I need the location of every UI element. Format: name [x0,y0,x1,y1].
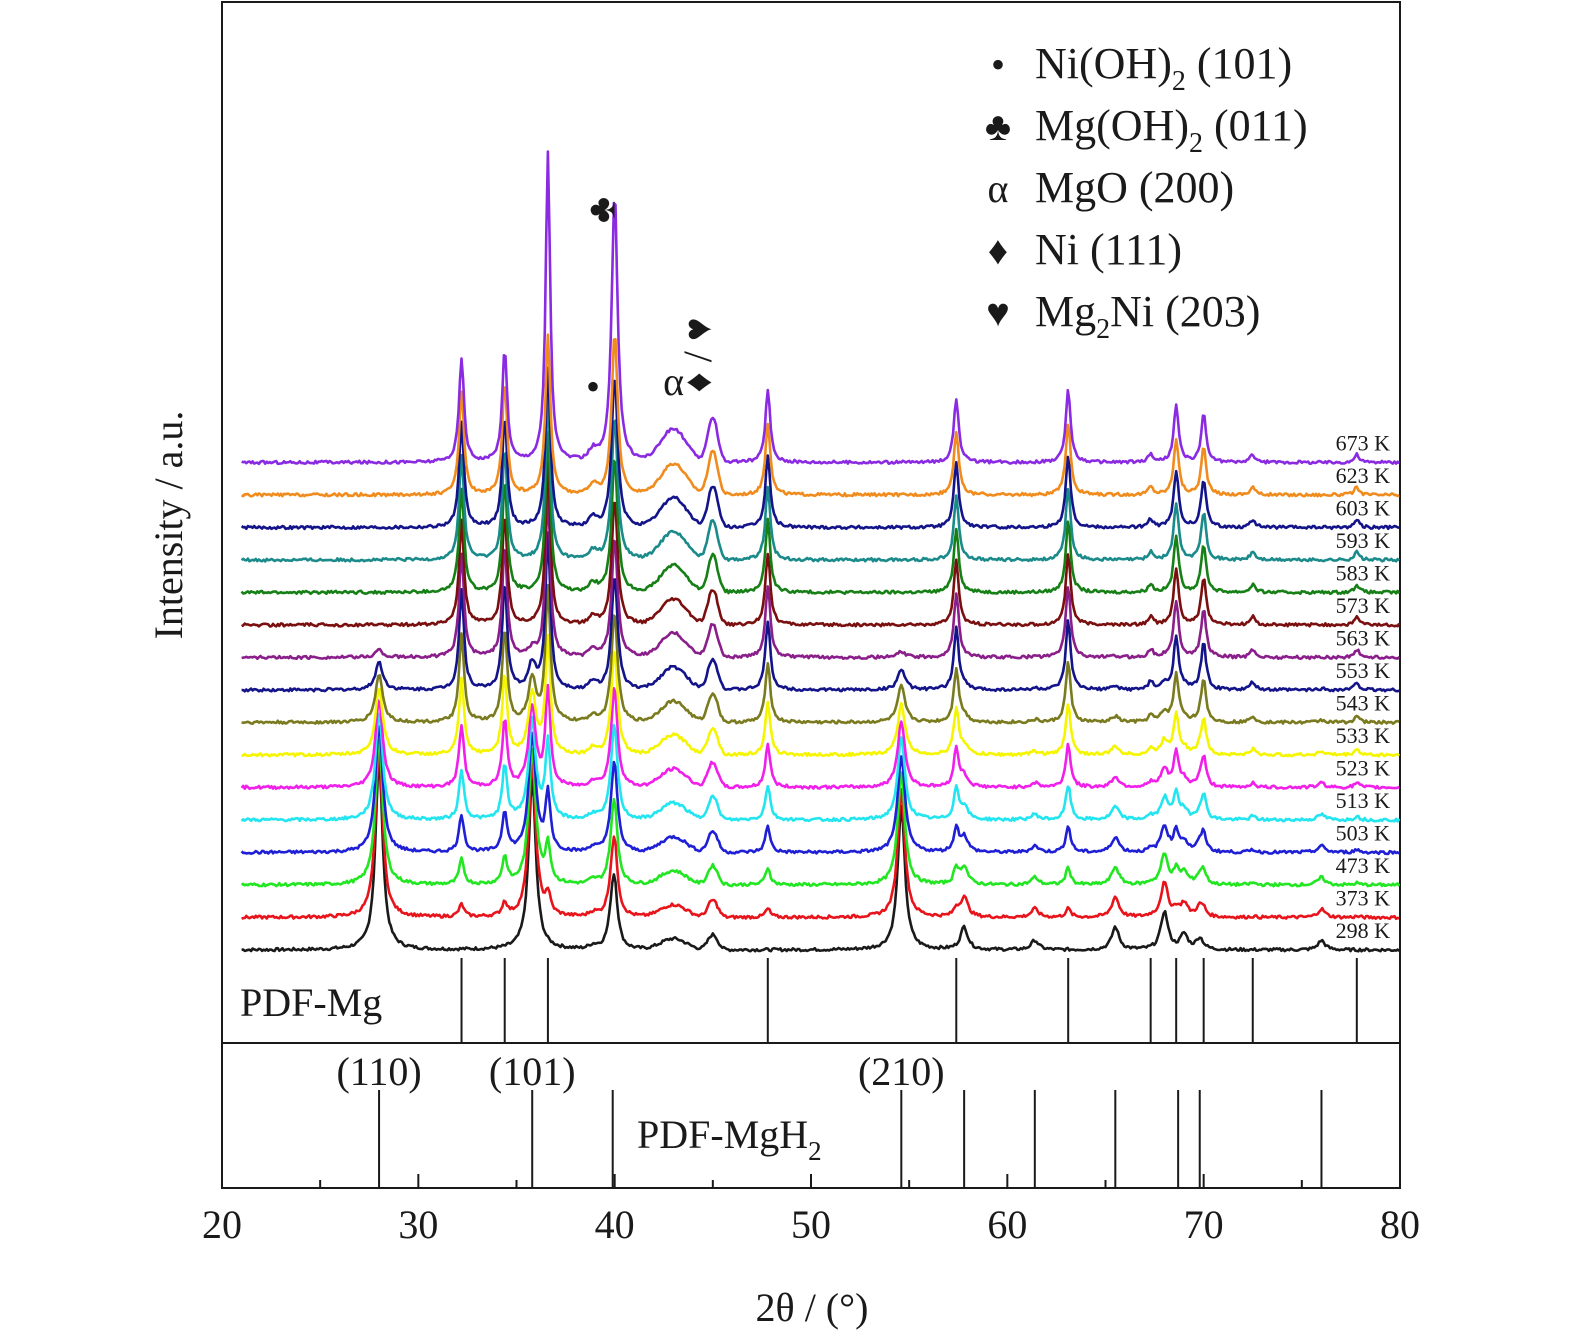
hkl-label: (110) [336,1049,421,1094]
x-axis-label: 2θ / (°) [756,1285,869,1330]
legend-marker: α [988,166,1009,211]
temperature-label: 533 K [1336,723,1391,748]
peak-markers: • ♣ α♦ / ♥ [579,197,720,409]
axes: Intensity / a.u. 2θ / (°) PDF-Mg PDF-MgH… [146,411,1420,1330]
legend-label: Ni (111) [1035,225,1182,274]
xrd-trace [241,150,1401,466]
legend-marker: ♥ [986,290,1010,335]
x-tick-label: 70 [1184,1202,1224,1247]
xrd-trace [240,396,1401,563]
legend-marker: • [991,42,1005,87]
xrd-trace [240,430,1401,596]
temperature-label: 593 K [1336,528,1391,553]
x-tick-label: 40 [595,1202,635,1247]
peak-marker: ♣ [579,197,624,223]
xrd-traces [240,150,1401,953]
xrd-trace [241,583,1400,725]
temperature-label: 583 K [1336,561,1391,586]
xrd-trace [241,531,1400,693]
temperature-label: 513 K [1336,788,1391,813]
peak-marker: • [586,364,600,409]
xrd-trace [241,633,1401,758]
legend-marker: ♣ [985,104,1011,149]
legend-label: Mg(OH)2 (011) [1035,101,1308,159]
temperature-label: 553 K [1336,658,1391,683]
temperature-label: 523 K [1336,756,1391,781]
peak-marker: ♦ / ♥ [675,317,720,392]
xrd-trace [240,366,1400,531]
legend-marker: ♦ [988,228,1008,273]
temperature-label: 563 K [1336,626,1391,651]
legend-label: MgO (200) [1035,163,1234,212]
xrd-trace [240,712,1401,823]
xrd-trace [240,738,1401,888]
temperature-label: 473 K [1336,853,1391,878]
hkl-label: (210) [858,1049,945,1094]
peak-marker: α [663,359,684,404]
xrd-trace [240,725,1401,856]
x-tick-label: 60 [987,1202,1027,1247]
x-tick-label: 30 [398,1202,438,1247]
temperature-label: 298 K [1336,918,1391,943]
x-tick-label: 50 [791,1202,831,1247]
temperature-label: 503 K [1336,821,1391,846]
temperature-labels: 298 K 373 K 473 K 503 K 513 K 523 K 533 K 543 K… [1336,431,1391,944]
x-tick-label: 80 [1380,1202,1420,1247]
pdf-mg-label: PDF-Mg [240,980,382,1025]
temperature-label: 603 K [1336,496,1391,521]
xrd-trace [240,683,1400,791]
xrd-trace [240,333,1400,498]
legend-label: Ni(OH)2 (101) [1035,39,1292,97]
x-tick-label: 20 [202,1202,242,1247]
xrd-trace [241,461,1401,628]
temperature-label: 373 K [1336,886,1391,911]
y-axis-label: Intensity / a.u. [146,411,191,640]
xrd-trace [241,494,1401,661]
xrd-trace [241,763,1401,953]
hkl-label: (101) [489,1049,576,1094]
temperature-label: 673 K [1336,431,1391,456]
temperature-label: 623 K [1336,463,1391,488]
temperature-label: 543 K [1336,691,1391,716]
legend: • Ni(OH)2 (101) ♣ Mg(OH)2 (011) α MgO (200) ♦ N… [985,39,1308,345]
pdf-mgh2-label: PDF-MgH2 [637,1112,822,1166]
pdf-reference-lines: (110) (101) (210) [336,958,1358,1188]
xrd-trace [241,750,1400,921]
temperature-label: 573 K [1336,593,1391,618]
legend-label: Mg2Ni (203) [1035,287,1260,345]
